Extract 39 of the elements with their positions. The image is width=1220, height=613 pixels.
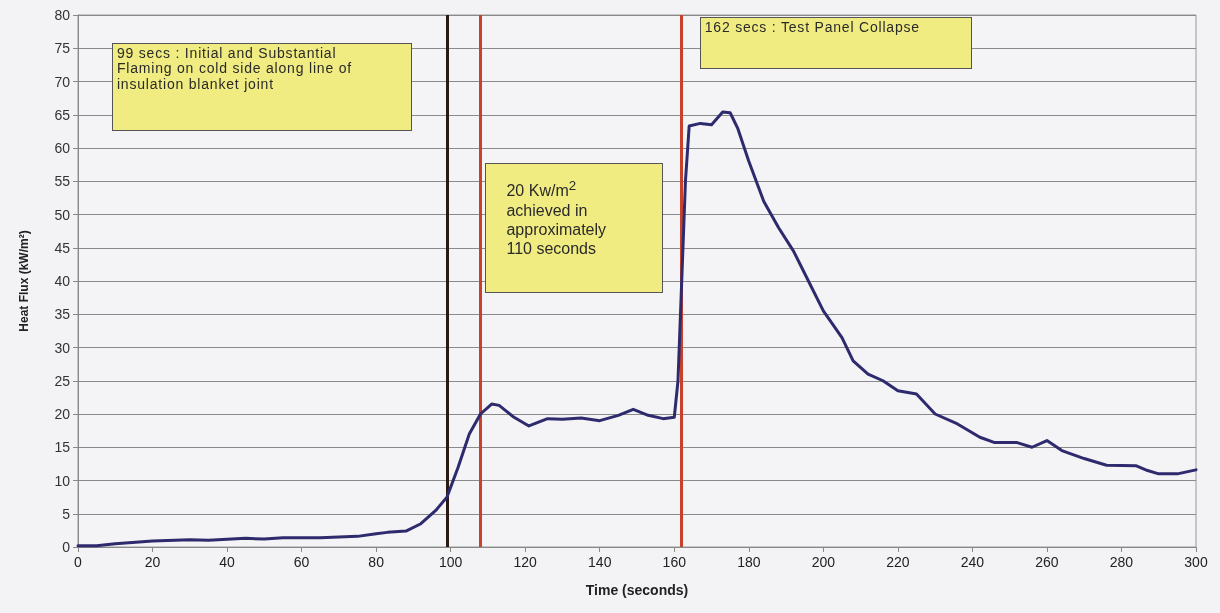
y-axis-title: Heat Flux (kW/m²) [17, 230, 31, 332]
y-tick-label: 20 [54, 406, 71, 422]
y-tick-label: 75 [54, 40, 71, 57]
y-tick-label: 80 [54, 7, 71, 23]
x-tick-label: 240 [960, 554, 985, 570]
y-tick-label: 55 [54, 173, 71, 190]
y-tick-label: 10 [54, 472, 71, 489]
x-tick-label: 280 [1109, 554, 1134, 570]
y-tick-label: 30 [54, 339, 71, 356]
y-tick-label: 5 [62, 505, 71, 522]
x-tick-label: 40 [219, 554, 236, 570]
y-tick-label: 65 [54, 106, 71, 123]
x-tick-label: 60 [293, 554, 310, 570]
x-tick-label: 220 [886, 554, 910, 570]
x-tick-label: 0 [74, 554, 83, 570]
note-box: 99 secs : Initial and Substantial Flaming on cold side along line of insulation blanket joint [111, 43, 412, 131]
x-tick-label: 300 [1184, 554, 1208, 570]
y-tick-label: 0 [62, 539, 71, 555]
y-tick-label: 35 [54, 306, 71, 323]
x-tick-label: 120 [513, 554, 538, 570]
x-tick-label: 80 [368, 554, 385, 570]
x-tick-label: 200 [811, 554, 836, 570]
line-series [76, 110, 1198, 548]
x-tick-label: 260 [1035, 554, 1059, 570]
x-tick-label: 140 [588, 554, 612, 570]
y-tick-label: 25 [54, 372, 71, 389]
x-tick-label: 100 [438, 554, 463, 570]
y-tick-label: 40 [54, 273, 71, 289]
x-tick-label: 160 [662, 554, 687, 570]
y-tick-label: 45 [54, 239, 71, 256]
note-box: 162 secs : Test Panel Collapse [699, 17, 972, 69]
x-axis-title: Time (seconds) [585, 582, 689, 598]
x-tick-label: 20 [144, 554, 161, 570]
y-tick-label: 50 [54, 206, 71, 223]
y-tick-label: 15 [54, 439, 71, 456]
note-box: 20 Kw/m$^{2}$ achieved in approximately 110 seconds [485, 163, 664, 293]
x-tick-label: 180 [737, 554, 761, 570]
y-tick-label: 70 [54, 73, 71, 90]
y-tick-label: 60 [54, 140, 71, 156]
